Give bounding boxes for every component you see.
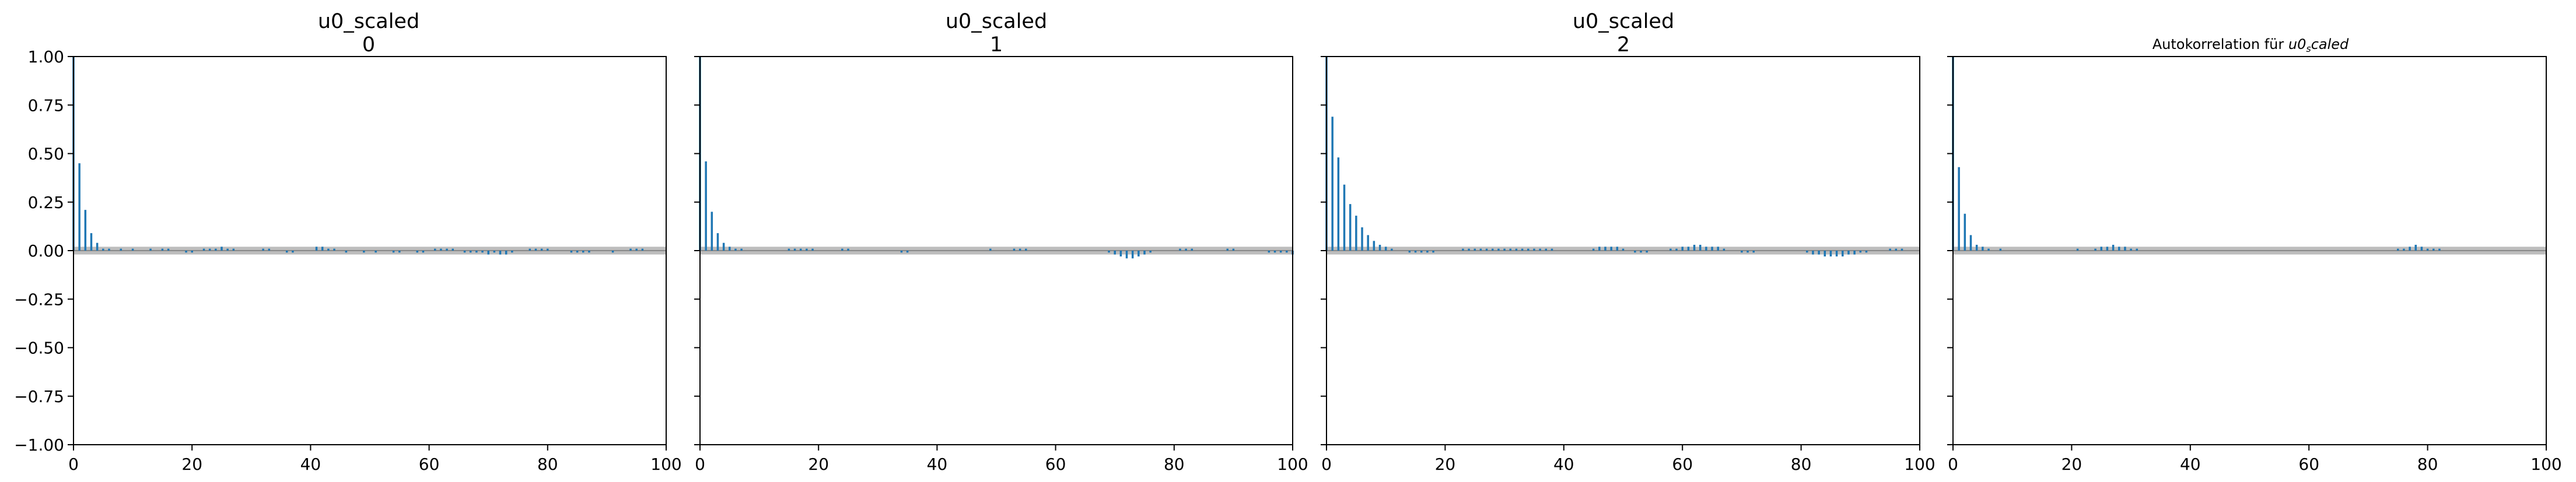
panel-3-title-tail: caled (2311, 36, 2349, 52)
panel-0-ytick-label-5: −0.25 (14, 290, 64, 309)
panel-0-xtick-label-40: 40 (300, 455, 321, 474)
panel-0-ytick-label-2: 0.50 (28, 145, 64, 164)
acf-panel-3: Autokorrelation für u0scaled 0 20 40 60 80 10… (1947, 36, 2562, 474)
panel-2-xtick-label-60: 60 (1672, 455, 1693, 474)
panel-3-xtick-label-20: 20 (2062, 455, 2082, 474)
panel-0-ytick-label-4: 0.00 (28, 241, 64, 261)
panel-2-xtick-label-20: 20 (1435, 455, 1456, 474)
acf-panel-1: u0_scaled 1 0 20 40 60 80 100 (694, 10, 1308, 474)
panel-2-xtick-label-80: 80 (1791, 455, 1812, 474)
panel-3-title-math: u0 (2288, 36, 2306, 52)
panel-2-xtick-label-40: 40 (1553, 455, 1574, 474)
panel-1-title: u0_scaled (946, 10, 1047, 33)
panel-1-subtitle: 1 (990, 33, 1003, 57)
panel-3-xtick-label-0: 0 (1948, 455, 1958, 474)
panel-0-xtick-label-0: 0 (68, 455, 79, 474)
panel-0-ytick-label-0: 1.00 (28, 47, 64, 66)
panel-0-ytick-label-8: −1.00 (14, 435, 64, 455)
panel-3-xtick-label-40: 40 (2180, 455, 2201, 474)
panel-0-xtick-label-20: 20 (181, 455, 202, 474)
panel-3-xtick-label-80: 80 (2417, 455, 2438, 474)
panel-0-ytick-label-6: −0.50 (14, 339, 64, 358)
panel-3-xtick-label-100: 100 (2530, 455, 2561, 474)
panel-3-title-sub: s (2306, 43, 2311, 54)
panel-1-xtick-label-100: 100 (1277, 455, 1308, 474)
acf-panel-0: u0_scaled 0 0 20 40 60 80 100 1.00 0.75 0.50 0.25… (14, 10, 682, 474)
panel-0-ytick-label-7: −0.75 (14, 387, 64, 406)
panel-0-ytick-label-3: 0.25 (28, 193, 64, 212)
panel-0-title: u0_scaled (318, 10, 419, 33)
panel-0-ytick-label-1: 0.75 (28, 96, 64, 115)
panel-0-xtick-label-60: 60 (419, 455, 440, 474)
panel-1-xtick-label-80: 80 (1164, 455, 1185, 474)
panel-0-xtick-label-100: 100 (650, 455, 681, 474)
panel-3-title-prefix: Autokorrelation für (2152, 36, 2288, 52)
panel-2-xtick-label-100: 100 (1904, 455, 1935, 474)
panel-0-xtick-label-80: 80 (537, 455, 558, 474)
panel-3-xtick-label-60: 60 (2298, 455, 2319, 474)
panel-1-xtick-label-20: 20 (808, 455, 829, 474)
panel-1-xtick-label-40: 40 (927, 455, 948, 474)
panel-2-xtick-label-0: 0 (1321, 455, 1332, 474)
panel-2-subtitle: 2 (1617, 33, 1630, 57)
panel-1-xtick-label-0: 0 (695, 455, 705, 474)
panel-0-subtitle: 0 (362, 33, 375, 57)
acf-panel-2: u0_scaled 2 0 20 40 60 80 100 (1321, 10, 1936, 474)
panel-3-title: Autokorrelation für u0scaled (2152, 36, 2349, 54)
panel-1-xtick-label-60: 60 (1045, 455, 1066, 474)
panel-2-title: u0_scaled (1573, 10, 1674, 33)
